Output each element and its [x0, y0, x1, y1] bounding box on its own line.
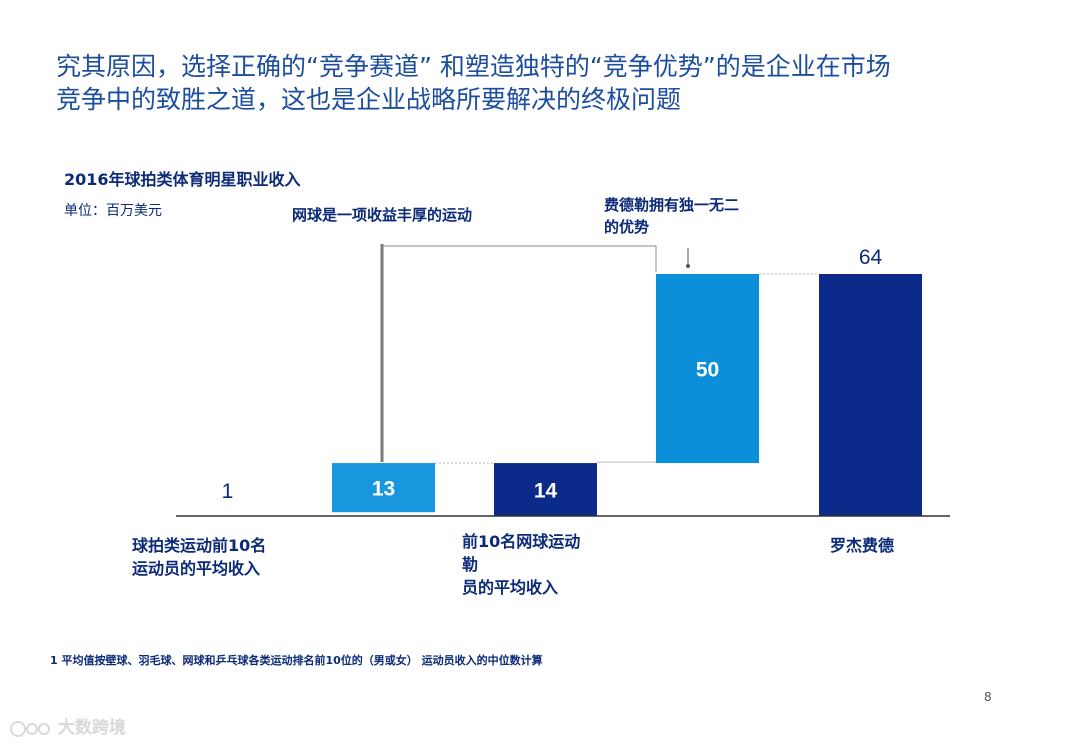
category-label-5: 罗杰费德 — [830, 534, 894, 557]
bar-2 — [332, 463, 435, 513]
bar-value-label-4: 50 — [696, 359, 719, 382]
bar-value-label-3: 14 — [534, 480, 558, 503]
bar-3 — [494, 463, 597, 516]
category-label-3: 前10名网球运动勒员的平均收入 — [462, 530, 580, 599]
category-label-1-line-1: 球拍类运动前10名 — [132, 536, 267, 555]
annotation-federer: 费德勒拥有独一无二 的优势 — [604, 194, 739, 238]
bar-5 — [819, 274, 922, 516]
watermark: 大数跨境 — [8, 713, 126, 739]
slide-heading: 究其原因，选择正确的“竞争赛道” 和塑造独特的“竞争优势”的是企业在市场 竞争中… — [56, 50, 1056, 116]
category-label-3-line-2: 勒 — [462, 555, 479, 574]
annotation-federer-line-1: 费德勒拥有独一无二 — [604, 196, 740, 214]
category-label-3-line-1: 前10名网球运动 — [462, 532, 581, 551]
category-label-5-line-1: 罗杰费德 — [830, 536, 895, 555]
page-number: 8 — [984, 690, 992, 704]
footnote: 1 平均值按壁球、羽毛球、网球和乒乓球各类运动排名前10位的（男或女） 运动员收… — [50, 654, 543, 667]
annotation-federer-line-2: 的优势 — [604, 218, 650, 236]
bar-value-label-2: 13 — [372, 478, 395, 501]
watermark-text: 大数跨境 — [57, 718, 126, 738]
bar-value-label-1: 1 — [222, 480, 234, 503]
category-label-1-line-2: 运动员的平均收入 — [132, 559, 261, 578]
bar-value-label-5: 64 — [859, 246, 883, 269]
category-label-1: 球拍类运动前10名 运动员的平均收入 — [132, 534, 266, 580]
bar-4 — [656, 274, 759, 464]
chart-unit: 单位：百万美元 — [64, 203, 162, 219]
slide-heading-line-1: 究其原因，选择正确的“竞争赛道” 和塑造独特的“竞争优势”的是企业在市场 — [56, 52, 891, 81]
chart-title: 2016年球拍类体育明星职业收入 — [64, 170, 301, 189]
annotation-tennis: 网球是一项收益丰厚的运动 — [292, 206, 473, 224]
category-label-3-line-3: 员的平均收入 — [462, 578, 559, 597]
watermark-logo-icon — [10, 721, 50, 737]
federer-marker-dot — [686, 264, 690, 268]
slide-heading-line-2: 竞争中的致胜之道，这也是企业战略所要解决的终极问题 — [56, 85, 682, 114]
